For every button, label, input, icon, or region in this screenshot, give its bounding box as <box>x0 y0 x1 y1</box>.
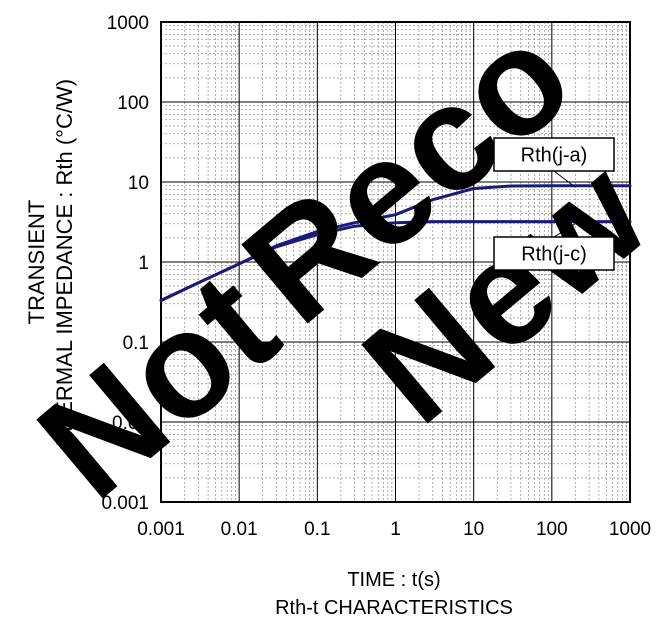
x-tick-label: 10 <box>463 519 484 540</box>
x-tick-labels: 0.001 0.01 0.1 1 10 100 1000 <box>137 519 651 540</box>
y-tick-labels: 0.001 0.01 0.1 1 10 100 1000 <box>101 13 149 514</box>
legend-leader-line <box>553 223 576 238</box>
legend-label: Rth(j-a) <box>521 145 588 167</box>
x-tick-label: 0.01 <box>221 519 258 540</box>
y-tick-label: 0.1 <box>123 333 149 354</box>
y-tick-label: 1000 <box>107 13 149 34</box>
y-tick-label: 1 <box>138 253 149 274</box>
legend-box <box>493 137 615 172</box>
x-tick-label: 100 <box>536 519 568 540</box>
y-tick-label: 0.001 <box>101 493 149 514</box>
series-line-rth-j-c <box>159 220 632 302</box>
legend-box <box>493 236 615 271</box>
y-axis-label-line2: THERMAL IMPEDANCE : Rth (°C/W) <box>52 79 77 445</box>
x-axis-label: TIME : t(s) <box>347 569 440 591</box>
grid-major <box>161 22 630 502</box>
x-tick-label: 0.1 <box>304 519 330 540</box>
legend-leader-line <box>553 170 576 188</box>
x-tick-label: 0.001 <box>137 519 185 540</box>
legend-layer: Rth(j-a) Rth(j-c) <box>493 137 615 271</box>
plot-frame <box>160 21 631 503</box>
y-tick-label: 0.01 <box>112 413 149 434</box>
x-tick-label: 1 <box>390 519 401 540</box>
x-tick-label: 1000 <box>609 519 651 540</box>
y-tick-label: 100 <box>117 93 149 114</box>
legend-label: Rth(j-c) <box>521 244 587 266</box>
y-tick-label: 10 <box>128 173 149 194</box>
y-axis-label-line1: TRANSIENT <box>24 200 49 325</box>
chart-caption: Rth-t CHARACTERISTICS <box>275 597 513 619</box>
series-layer <box>159 184 632 302</box>
